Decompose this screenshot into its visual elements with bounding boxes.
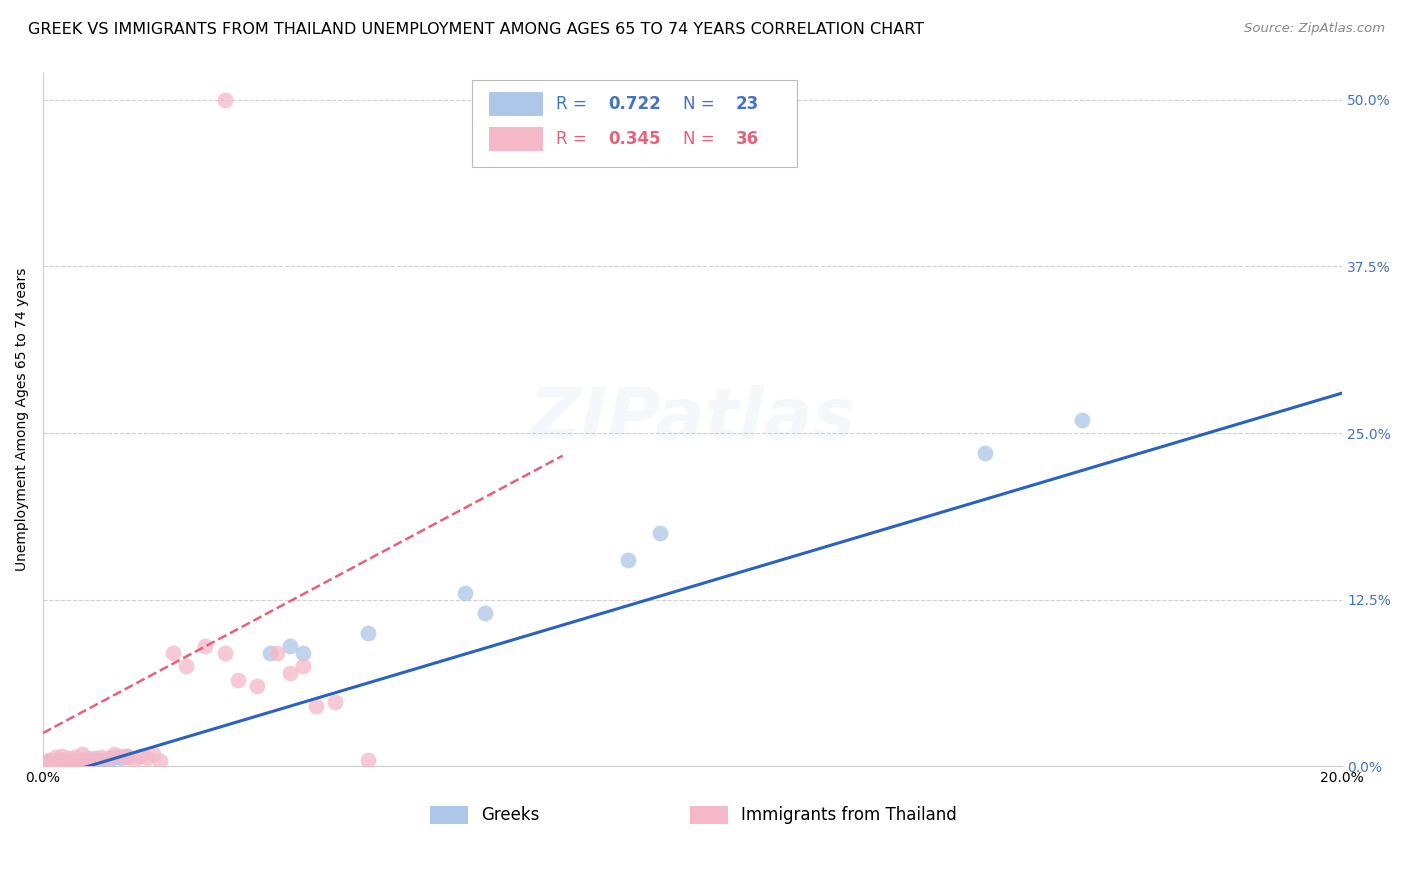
Text: N =: N =	[683, 95, 720, 113]
Point	[474, 606, 496, 620]
Text: N =: N =	[683, 130, 720, 148]
Point	[174, 659, 197, 673]
Point	[51, 756, 73, 770]
Point	[97, 751, 120, 765]
Point	[117, 750, 139, 764]
Point	[291, 659, 314, 673]
Text: 0.722: 0.722	[609, 95, 661, 113]
Point	[70, 753, 93, 767]
FancyBboxPatch shape	[471, 80, 797, 167]
Point	[135, 751, 157, 765]
Point	[214, 646, 236, 660]
Point	[648, 526, 671, 541]
Point	[38, 753, 60, 767]
FancyBboxPatch shape	[430, 806, 468, 824]
Point	[246, 679, 269, 693]
Point	[58, 754, 80, 768]
Point	[45, 753, 67, 767]
Point	[90, 753, 112, 767]
Point	[103, 750, 125, 764]
Point	[1071, 413, 1094, 427]
Point	[142, 747, 165, 762]
Point	[162, 646, 184, 660]
Point	[357, 626, 380, 640]
Y-axis label: Unemployment Among Ages 65 to 74 years: Unemployment Among Ages 65 to 74 years	[15, 268, 30, 572]
Point	[45, 754, 67, 768]
Point	[117, 748, 139, 763]
Point	[65, 754, 87, 768]
Point	[149, 754, 172, 768]
Text: GREEK VS IMMIGRANTS FROM THAILAND UNEMPLOYMENT AMONG AGES 65 TO 74 YEARS CORRELA: GREEK VS IMMIGRANTS FROM THAILAND UNEMPL…	[28, 22, 924, 37]
Text: R =: R =	[557, 130, 592, 148]
Point	[323, 695, 346, 709]
Point	[65, 756, 87, 770]
Text: Source: ZipAtlas.com: Source: ZipAtlas.com	[1244, 22, 1385, 36]
Point	[226, 673, 249, 687]
Point	[278, 666, 301, 681]
Point	[58, 756, 80, 770]
Point	[291, 646, 314, 660]
Text: 36: 36	[735, 130, 759, 148]
Text: Immigrants from Thailand: Immigrants from Thailand	[741, 806, 956, 824]
Point	[70, 753, 93, 767]
Point	[58, 751, 80, 765]
FancyBboxPatch shape	[488, 93, 543, 116]
Point	[83, 753, 105, 767]
Point	[278, 640, 301, 654]
Text: 23: 23	[735, 95, 759, 113]
Point	[454, 586, 477, 600]
Point	[83, 751, 105, 765]
Text: Greeks: Greeks	[481, 806, 538, 824]
Point	[194, 640, 217, 654]
Point	[357, 753, 380, 767]
Point	[65, 750, 87, 764]
FancyBboxPatch shape	[690, 806, 728, 824]
Point	[38, 756, 60, 770]
Point	[266, 646, 288, 660]
Point	[122, 753, 145, 767]
Text: 0.345: 0.345	[609, 130, 661, 148]
Point	[110, 748, 132, 763]
Point	[45, 750, 67, 764]
Point	[38, 754, 60, 768]
Point	[305, 699, 328, 714]
Point	[77, 751, 100, 765]
Point	[129, 748, 152, 763]
Point	[259, 646, 281, 660]
Point	[974, 446, 997, 460]
Point	[51, 753, 73, 767]
FancyBboxPatch shape	[488, 127, 543, 151]
Point	[51, 748, 73, 763]
Text: ZIPatlas: ZIPatlas	[529, 385, 856, 454]
Point	[214, 93, 236, 107]
Text: R =: R =	[557, 95, 592, 113]
Point	[70, 747, 93, 762]
Point	[77, 754, 100, 768]
Point	[97, 756, 120, 770]
Point	[616, 552, 638, 566]
Point	[110, 751, 132, 765]
Point	[90, 750, 112, 764]
Point	[103, 747, 125, 762]
